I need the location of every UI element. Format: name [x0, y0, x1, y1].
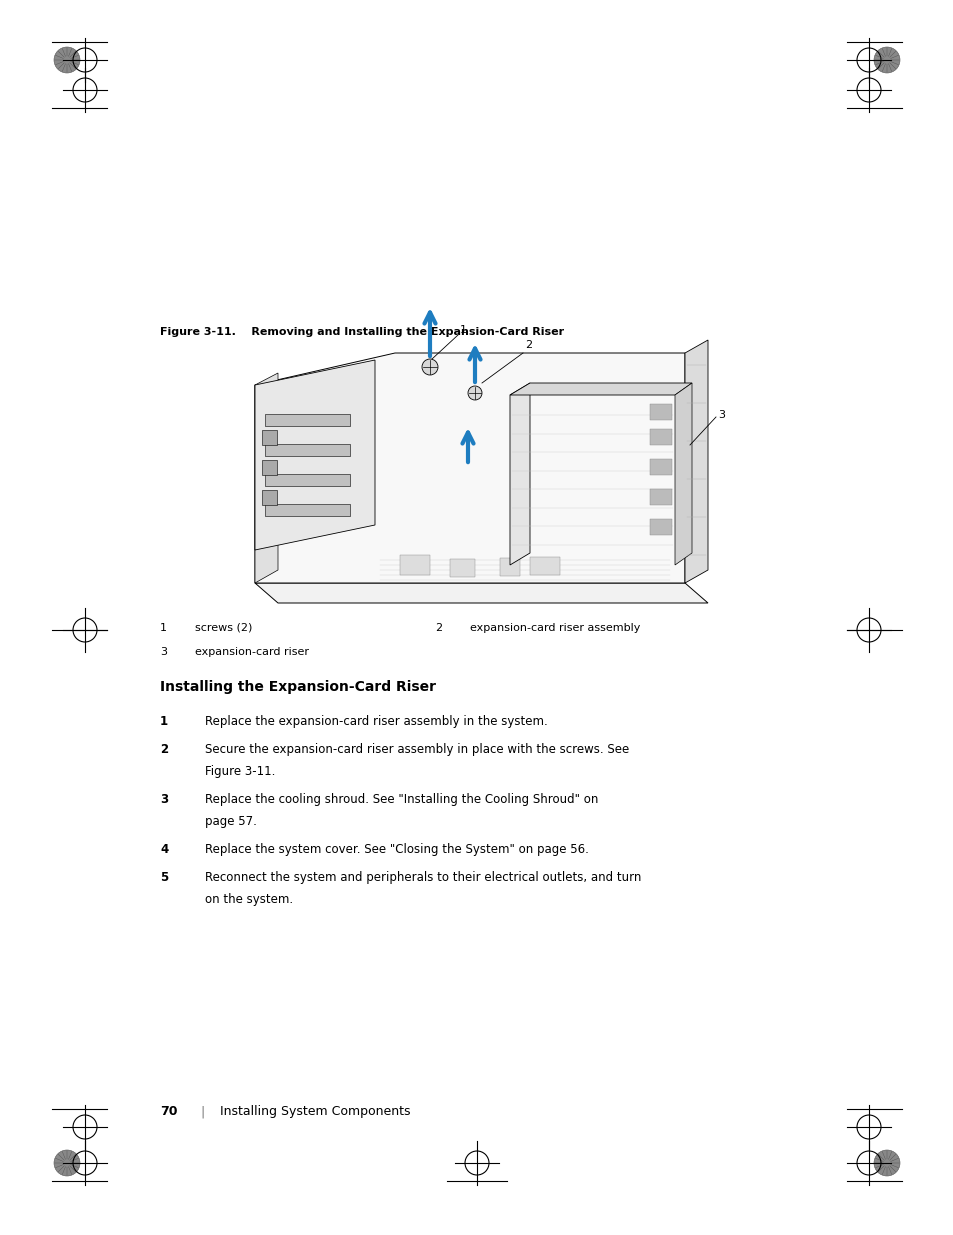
Text: 1: 1	[160, 622, 167, 634]
Text: 1: 1	[459, 325, 467, 335]
Polygon shape	[254, 353, 684, 583]
Bar	[265, 445, 350, 456]
Text: Secure the expansion-card riser assembly in place with the screws. See: Secure the expansion-card riser assembly…	[205, 743, 629, 756]
Text: expansion-card riser assembly: expansion-card riser assembly	[470, 622, 639, 634]
Bar	[649, 404, 671, 420]
Text: 2: 2	[435, 622, 441, 634]
Text: Figure 3-11.    Removing and Installing the Expansion-Card Riser: Figure 3-11. Removing and Installing the…	[160, 327, 563, 337]
Bar	[399, 555, 430, 576]
Bar	[649, 489, 671, 505]
Text: Figure 3-11.: Figure 3-11.	[205, 764, 275, 778]
Text: Replace the expansion-card riser assembly in the system.: Replace the expansion-card riser assembl…	[205, 715, 547, 727]
Bar	[265, 474, 350, 487]
Polygon shape	[254, 359, 375, 550]
Text: 3: 3	[160, 793, 168, 806]
Bar	[649, 429, 671, 445]
Bar	[649, 459, 671, 475]
Bar	[530, 557, 559, 576]
Text: Replace the cooling shroud. See "Installing the Cooling Shroud" on: Replace the cooling shroud. See "Install…	[205, 793, 598, 806]
Polygon shape	[510, 383, 530, 564]
Polygon shape	[254, 373, 277, 583]
Circle shape	[54, 1150, 80, 1176]
Circle shape	[873, 47, 899, 73]
Bar	[265, 504, 350, 516]
Bar	[499, 558, 519, 576]
Text: screws (2): screws (2)	[194, 622, 253, 634]
Bar	[262, 430, 276, 445]
Bar	[265, 414, 350, 426]
Text: Reconnect the system and peripherals to their electrical outlets, and turn: Reconnect the system and peripherals to …	[205, 871, 640, 884]
Bar	[262, 459, 276, 475]
Text: 3: 3	[160, 647, 167, 657]
Text: 2: 2	[524, 340, 532, 350]
Bar	[262, 490, 276, 505]
Text: Installing the Expansion-Card Riser: Installing the Expansion-Card Riser	[160, 680, 436, 694]
Text: 3: 3	[718, 410, 724, 420]
Circle shape	[468, 387, 481, 400]
Circle shape	[54, 47, 80, 73]
Text: 2: 2	[160, 743, 168, 756]
Text: Replace the system cover. See "Closing the System" on page 56.: Replace the system cover. See "Closing t…	[205, 844, 588, 856]
Text: 4: 4	[160, 844, 168, 856]
Bar	[450, 559, 475, 577]
Bar	[649, 519, 671, 535]
Circle shape	[421, 359, 437, 375]
Text: 1: 1	[160, 715, 168, 727]
Polygon shape	[510, 383, 691, 395]
Text: page 57.: page 57.	[205, 815, 256, 827]
Text: expansion-card riser: expansion-card riser	[194, 647, 309, 657]
Polygon shape	[675, 383, 691, 564]
Text: 5: 5	[160, 871, 168, 884]
Text: on the system.: on the system.	[205, 893, 293, 906]
Text: Installing System Components: Installing System Components	[220, 1105, 410, 1118]
Text: |: |	[200, 1105, 204, 1118]
Circle shape	[873, 1150, 899, 1176]
Polygon shape	[684, 340, 707, 583]
Text: 70: 70	[160, 1105, 177, 1118]
Polygon shape	[254, 583, 707, 603]
